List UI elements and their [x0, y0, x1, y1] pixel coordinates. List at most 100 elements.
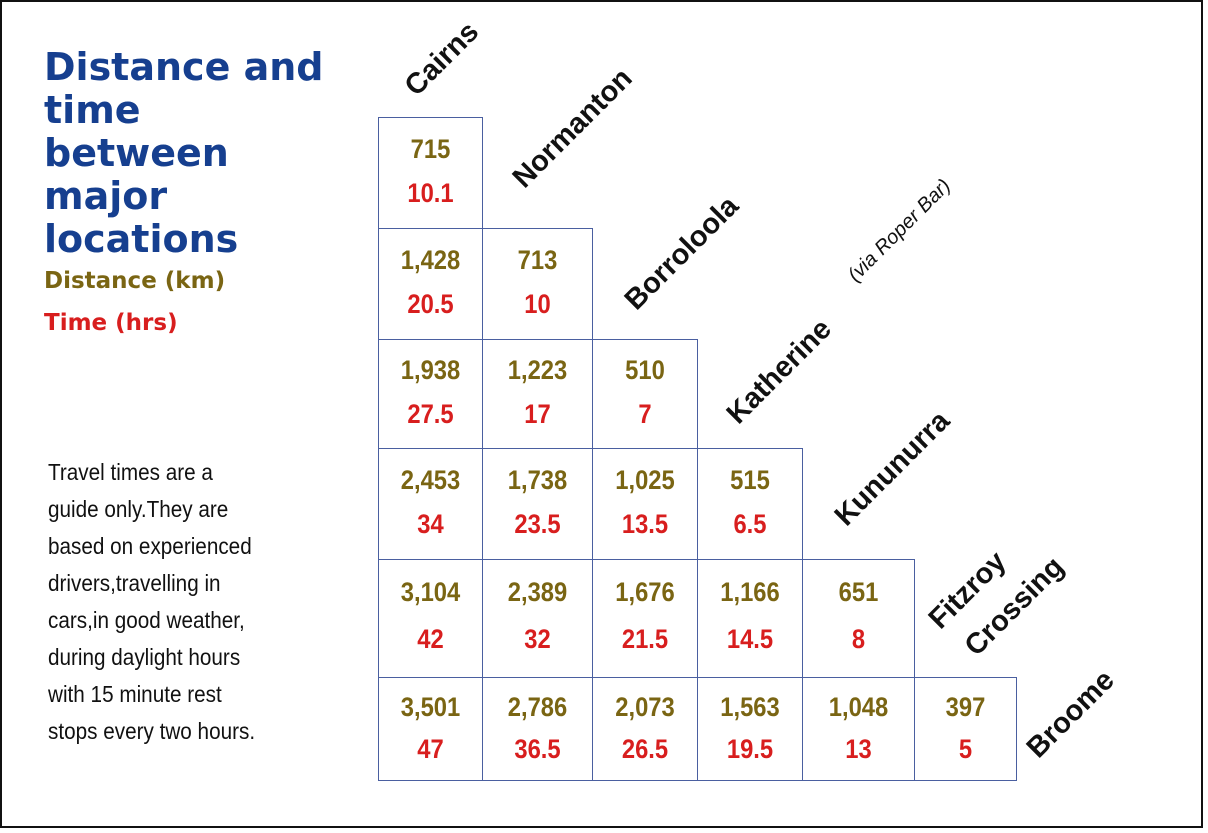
- matrix-cell: 1,938 27.5: [378, 339, 482, 448]
- time-value: 10: [524, 288, 551, 319]
- location-label-normanton: Normanton: [506, 62, 639, 195]
- note-line: drivers,travelling in: [48, 570, 221, 596]
- matrix-cell: 651 8: [802, 559, 914, 677]
- time-value: 20.5: [407, 288, 454, 319]
- matrix-cell: 713 10: [482, 228, 592, 339]
- matrix-cell: 2,786 36.5: [482, 677, 592, 780]
- distance-value: 1,738: [507, 464, 568, 495]
- grid-line: [378, 780, 1017, 781]
- title-line: Distance and: [44, 45, 324, 89]
- matrix-cell: 2,453 34: [378, 448, 482, 559]
- distance-value: 1,223: [507, 355, 568, 386]
- grid-line: [378, 117, 483, 118]
- time-value: 19.5: [726, 733, 774, 764]
- legend-distance: Distance (km): [44, 268, 226, 294]
- grid-line: [1016, 677, 1017, 780]
- distance-value: 2,786: [507, 692, 568, 723]
- time-value: 27.5: [407, 398, 454, 429]
- matrix-cell: 1,738 23.5: [482, 448, 592, 559]
- grid-line: [482, 228, 593, 229]
- distance-value: 651: [838, 576, 879, 607]
- time-value: 5: [958, 733, 973, 764]
- note-line: guide only.They are: [48, 496, 229, 522]
- grid-line: [697, 448, 803, 449]
- title-line: major: [44, 174, 168, 218]
- distance-value: 1,938: [400, 355, 461, 386]
- time-value: 17: [524, 398, 551, 429]
- distance-value: 1,428: [400, 244, 461, 275]
- location-label-broome: Broome: [1020, 664, 1121, 765]
- matrix-cell: 1,676 21.5: [592, 559, 697, 677]
- note-line: stops every two hours.: [48, 718, 256, 744]
- time-value: 32: [524, 623, 551, 654]
- grid-line: [914, 677, 1017, 678]
- grid-line: [914, 559, 915, 677]
- time-value: 13: [845, 733, 872, 764]
- distance-value: 1,048: [828, 692, 889, 723]
- page-title: Distance and time between major location…: [44, 46, 364, 261]
- time-value: 10.1: [407, 177, 454, 208]
- time-value: 42: [417, 623, 444, 654]
- location-label-katherine: Katherine: [720, 313, 838, 431]
- distance-value: 1,676: [615, 576, 675, 607]
- note-line: based on experienced: [48, 533, 252, 559]
- distance-value: 510: [625, 355, 665, 386]
- location-label-kununurra: Kununurra: [828, 404, 957, 533]
- title-line: time: [44, 88, 141, 132]
- distance-value: 713: [517, 244, 558, 275]
- time-value: 13.5: [621, 508, 669, 539]
- time-value: 8: [851, 623, 866, 654]
- matrix-cell: 2,389 32: [482, 559, 592, 677]
- time-value: 21.5: [621, 623, 669, 654]
- legend-time: Time (hrs): [44, 310, 178, 336]
- distance-value: 2,389: [507, 576, 568, 607]
- matrix-cell: 1,166 14.5: [697, 559, 802, 677]
- katherine-route-note: (via Roper Bar): [843, 174, 956, 287]
- note-line: Travel times are a: [48, 459, 213, 485]
- matrix-cell: 1,428 20.5: [378, 228, 482, 339]
- time-value: 23.5: [514, 508, 561, 539]
- matrix-cell: 2,073 26.5: [592, 677, 697, 780]
- matrix-cell: 397 5: [914, 677, 1016, 780]
- distance-value: 2,453: [400, 464, 461, 495]
- title-line: between: [44, 131, 229, 175]
- distance-value: 515: [730, 464, 770, 495]
- time-value: 6.5: [733, 508, 767, 539]
- time-value: 26.5: [621, 733, 669, 764]
- distance-value: 2,073: [615, 692, 675, 723]
- note-line: with 15 minute rest: [48, 681, 222, 707]
- distance-value: 715: [410, 133, 451, 164]
- note-line: cars,in good weather,: [48, 607, 245, 633]
- grid-line: [482, 117, 483, 228]
- time-value: 14.5: [726, 623, 774, 654]
- matrix-cell: 3,501 47: [378, 677, 482, 780]
- distance-value: 1,025: [615, 464, 675, 495]
- grid-line: [802, 448, 803, 559]
- distance-value: 1,166: [720, 576, 780, 607]
- distance-value: 397: [945, 692, 986, 723]
- travel-note: Travel times are a guide only.They are b…: [48, 454, 300, 750]
- time-value: 34: [417, 508, 444, 539]
- matrix-cell: 3,104 42: [378, 559, 482, 677]
- grid-line: [592, 228, 593, 339]
- matrix-cell: 1,563 19.5: [697, 677, 802, 780]
- matrix-cell: 1,223 17: [482, 339, 592, 448]
- time-value: 7: [638, 398, 652, 429]
- distance-value: 3,104: [400, 576, 461, 607]
- matrix-cell: 1,048 13: [802, 677, 914, 780]
- time-value: 36.5: [514, 733, 561, 764]
- matrix-cell: 1,025 13.5: [592, 448, 697, 559]
- grid-line: [697, 339, 698, 448]
- distance-value: 3,501: [400, 692, 461, 723]
- time-value: 47: [417, 733, 444, 764]
- matrix-cell: 510 7: [592, 339, 697, 448]
- location-label-cairns: Cairns: [398, 15, 486, 103]
- grid-line: [592, 339, 698, 340]
- note-line: during daylight hours: [48, 644, 241, 670]
- distance-value: 1,563: [720, 692, 780, 723]
- matrix-cell: 515 6.5: [697, 448, 802, 559]
- matrix-cell: 715 10.1: [378, 117, 482, 228]
- title-line: locations: [44, 217, 239, 261]
- location-label-borroloola: Borroloola: [618, 189, 745, 317]
